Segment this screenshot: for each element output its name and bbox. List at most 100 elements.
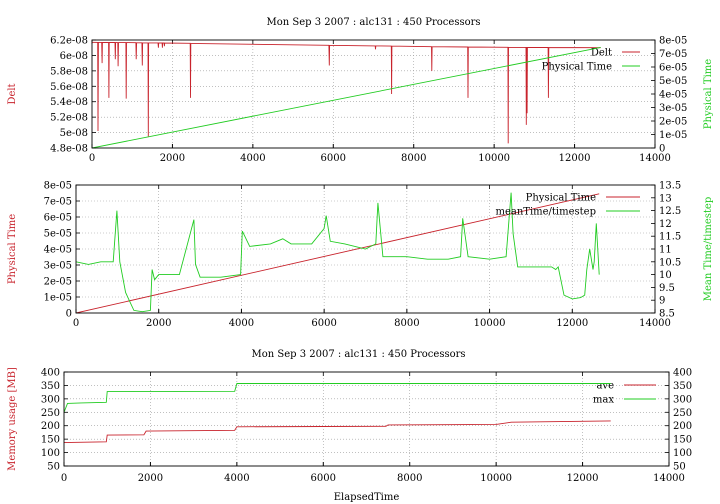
y2-tick-label: 9 bbox=[659, 296, 665, 307]
y2-tick-label: 5e-05 bbox=[659, 76, 687, 87]
y-tick-label: 5e-05 bbox=[44, 229, 72, 240]
y-tick-label: 0 bbox=[66, 309, 72, 320]
chart-panel-physical-time-mean-time: 0 2000 4000 6000 8000 10000 12000 14000 0 1e-05 2e… bbox=[7, 181, 714, 330]
x-tick-label: 8000 bbox=[394, 318, 419, 329]
legend-label: meanTime/timestep bbox=[495, 207, 596, 218]
y-tick-label: 150 bbox=[41, 435, 60, 446]
plot-frame bbox=[75, 184, 656, 314]
legend-label: Delt bbox=[591, 48, 612, 59]
y2-tick-label: 9.5 bbox=[659, 283, 675, 294]
chart-title: Mon Sep 3 2007 : alc131 : 450 Processors bbox=[266, 17, 480, 28]
series-line-ave bbox=[64, 420, 611, 444]
y2-tick-label: 10 bbox=[659, 270, 672, 281]
x-tick-label: 6000 bbox=[321, 153, 346, 164]
chart-panel-delt-physical-time: Mon Sep 3 2007 : alc131 : 450 Processors… bbox=[7, 17, 714, 164]
y2-axis-label: Physical Time bbox=[703, 59, 714, 129]
y-tick-label: 350 bbox=[41, 381, 60, 392]
legend-label: max bbox=[593, 395, 614, 406]
y2-tick-label: 12 bbox=[659, 219, 672, 230]
series-line-delt bbox=[92, 41, 601, 144]
chart-panel-memory-usage: Mon Sep 3 2007 : alc131 : 450 Processors… bbox=[7, 349, 692, 503]
y-tick-label: 6.2e-08 bbox=[50, 36, 88, 47]
x-tick-label: 4000 bbox=[229, 318, 254, 329]
x-tick-label: 2000 bbox=[138, 473, 163, 484]
y-tick-label: 7e-05 bbox=[44, 197, 72, 208]
y2-tick-label: 11.5 bbox=[659, 232, 681, 243]
x-tick-label: 4000 bbox=[240, 153, 265, 164]
y2-tick-label: 13.5 bbox=[659, 181, 681, 192]
y-tick-label: 50 bbox=[47, 462, 60, 473]
x-tick-label: 0 bbox=[73, 318, 79, 329]
y-tick-label: 200 bbox=[41, 421, 60, 432]
y-axis-label: Physical Time bbox=[7, 214, 18, 284]
y2-tick-label: 250 bbox=[673, 408, 692, 419]
y2-tick-label: 0 bbox=[659, 144, 665, 155]
x-tick-label: 8000 bbox=[401, 153, 426, 164]
y2-tick-label: 150 bbox=[673, 435, 692, 446]
y-tick-label: 5.2e-08 bbox=[50, 113, 88, 124]
y2-tick-label: 50 bbox=[673, 462, 686, 473]
x-tick-label: 14000 bbox=[653, 473, 685, 484]
x-tick-label: 4000 bbox=[224, 473, 249, 484]
y2-axis-label: Mean Time/timestep bbox=[703, 197, 714, 301]
y2-tick-label: 2e-05 bbox=[659, 117, 687, 128]
y-tick-label: 250 bbox=[41, 408, 60, 419]
y2-tick-label: 13 bbox=[659, 193, 672, 204]
y-axis-label: Delt bbox=[7, 83, 18, 104]
y2-tick-label: 6e-05 bbox=[659, 63, 687, 74]
x-axis-label: ElapsedTime bbox=[334, 492, 400, 503]
y2-tick-label: 3e-05 bbox=[659, 103, 687, 114]
y2-tick-label: 11 bbox=[659, 245, 672, 256]
y2-tick-label: 8e-05 bbox=[659, 36, 687, 47]
y-tick-label: 1e-05 bbox=[44, 293, 72, 304]
x-tick-label: 12000 bbox=[567, 473, 599, 484]
y-tick-label: 6e-05 bbox=[44, 213, 72, 224]
y-tick-label: 2e-05 bbox=[44, 277, 72, 288]
x-tick-label: 10000 bbox=[478, 153, 510, 164]
x-tick-label: 0 bbox=[61, 473, 67, 484]
y-tick-label: 5.8e-08 bbox=[50, 66, 88, 77]
chart-title: Mon Sep 3 2007 : alc131 : 450 Processors bbox=[251, 349, 465, 360]
x-tick-label: 10000 bbox=[474, 318, 506, 329]
y-tick-label: 400 bbox=[41, 368, 60, 379]
x-tick-label: 8000 bbox=[397, 473, 422, 484]
x-tick-label: 0 bbox=[89, 153, 95, 164]
y-tick-label: 5e-08 bbox=[60, 128, 88, 139]
y2-tick-label: 1e-05 bbox=[659, 130, 687, 141]
y2-tick-label: 200 bbox=[673, 421, 692, 432]
x-tick-label: 10000 bbox=[480, 473, 512, 484]
series-line-physical-time bbox=[92, 46, 601, 148]
y-tick-label: 4.8e-08 bbox=[50, 144, 88, 155]
x-tick-label: 6000 bbox=[311, 473, 336, 484]
y2-tick-label: 300 bbox=[673, 394, 692, 405]
y-axis-label: Memory usage [MB] bbox=[7, 367, 18, 471]
series-line-meantime-timestep bbox=[76, 192, 600, 313]
x-tick-label: 14000 bbox=[639, 153, 671, 164]
y-tick-label: 300 bbox=[41, 394, 60, 405]
y-tick-label: 5.4e-08 bbox=[50, 97, 88, 108]
y2-tick-label: 4e-05 bbox=[659, 90, 687, 101]
legend-label: Physical Time bbox=[526, 193, 596, 204]
y-tick-label: 8e-05 bbox=[44, 181, 72, 192]
plot-frame bbox=[91, 39, 656, 149]
y-tick-label: 3e-05 bbox=[44, 261, 72, 272]
y2-tick-label: 100 bbox=[673, 448, 692, 459]
x-tick-label: 14000 bbox=[639, 318, 671, 329]
x-tick-label: 12000 bbox=[556, 318, 588, 329]
y2-tick-label: 7e-05 bbox=[659, 49, 687, 60]
y2-tick-label: 12.5 bbox=[659, 206, 681, 217]
y-tick-label: 6e-08 bbox=[60, 51, 88, 62]
legend-label: ave bbox=[596, 381, 614, 392]
y2-tick-label: 400 bbox=[673, 368, 692, 379]
x-tick-label: 2000 bbox=[146, 318, 171, 329]
y2-tick-label: 8.5 bbox=[659, 309, 675, 320]
x-tick-label: 2000 bbox=[160, 153, 185, 164]
x-tick-label: 6000 bbox=[311, 318, 336, 329]
legend-label: Physical Time bbox=[542, 62, 612, 73]
x-tick-label: 12000 bbox=[559, 153, 591, 164]
plot-frame bbox=[63, 371, 670, 467]
y2-tick-label: 350 bbox=[673, 381, 692, 392]
y2-tick-label: 10.5 bbox=[659, 257, 681, 268]
y-tick-label: 5.6e-08 bbox=[50, 82, 88, 93]
